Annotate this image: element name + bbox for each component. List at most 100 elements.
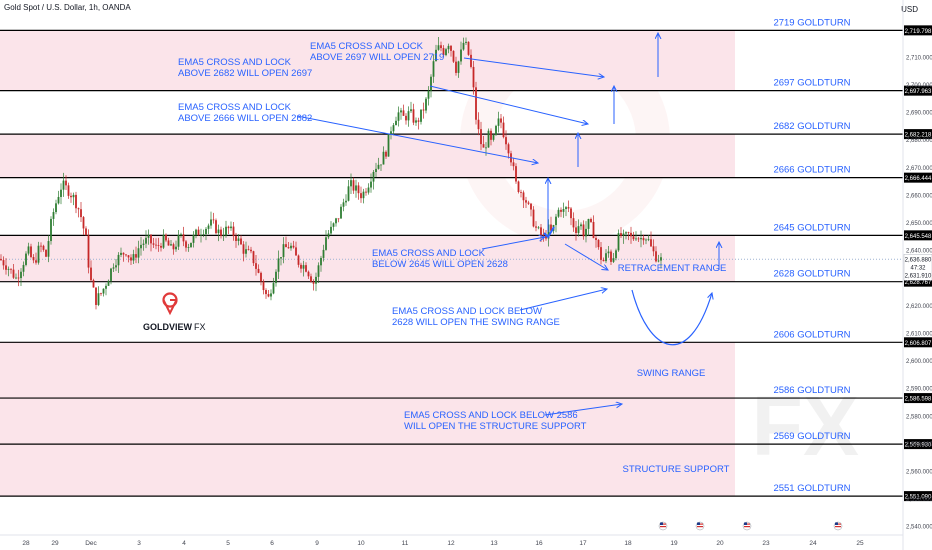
candle[interactable] [515, 163, 517, 184]
candle[interactable] [262, 279, 265, 295]
candle[interactable] [307, 270, 310, 280]
candle[interactable] [0, 254, 2, 262]
candle[interactable] [322, 244, 325, 262]
candle[interactable] [120, 247, 122, 258]
candle[interactable] [382, 146, 385, 165]
candle[interactable] [30, 243, 32, 259]
candle[interactable] [385, 150, 387, 160]
candle[interactable] [252, 250, 255, 267]
candle[interactable] [87, 229, 90, 274]
candle[interactable] [327, 229, 330, 240]
candle[interactable] [132, 249, 135, 265]
candle[interactable] [365, 187, 367, 196]
candle[interactable] [495, 124, 497, 136]
candle[interactable] [37, 241, 40, 265]
candle[interactable] [655, 246, 657, 263]
candle[interactable] [455, 56, 457, 76]
candle[interactable] [640, 230, 642, 248]
candle[interactable] [627, 231, 630, 241]
candle[interactable] [457, 60, 460, 78]
candle[interactable] [497, 111, 500, 133]
candle[interactable] [402, 104, 405, 116]
candle[interactable] [507, 142, 510, 159]
candle[interactable] [282, 237, 285, 264]
candle[interactable] [440, 41, 442, 52]
us-flag-event-icon[interactable] [742, 521, 752, 531]
candle[interactable] [652, 239, 655, 257]
candle[interactable] [42, 244, 45, 252]
candle[interactable] [77, 207, 80, 218]
candle[interactable] [360, 186, 362, 203]
candle[interactable] [437, 37, 440, 51]
candle[interactable] [447, 43, 450, 54]
candle[interactable] [525, 196, 527, 208]
candle[interactable] [355, 179, 357, 198]
candle[interactable] [122, 252, 125, 262]
candle[interactable] [95, 287, 97, 310]
candle[interactable] [227, 225, 230, 235]
candle[interactable] [290, 242, 292, 251]
candle[interactable] [330, 221, 332, 236]
candle[interactable] [420, 109, 422, 125]
candle[interactable] [205, 226, 207, 241]
candle[interactable] [82, 216, 85, 236]
candle[interactable] [247, 245, 250, 251]
candle[interactable] [15, 273, 17, 280]
candle[interactable] [612, 253, 615, 264]
candle[interactable] [475, 81, 477, 125]
candle[interactable] [70, 192, 72, 203]
candle[interactable] [597, 239, 600, 250]
candle[interactable] [537, 225, 540, 230]
candle[interactable] [22, 261, 25, 277]
candle[interactable] [242, 241, 245, 262]
candle[interactable] [445, 47, 447, 57]
candle[interactable] [617, 229, 620, 252]
candle[interactable] [57, 190, 60, 205]
candle[interactable] [130, 254, 132, 265]
candle[interactable] [240, 235, 242, 245]
candle[interactable] [100, 292, 102, 296]
candle[interactable] [105, 283, 107, 296]
candle[interactable] [35, 252, 37, 265]
candle[interactable] [47, 235, 50, 263]
candle[interactable] [97, 286, 100, 307]
candle[interactable] [635, 231, 637, 242]
candle[interactable] [152, 237, 155, 248]
candle[interactable] [275, 269, 277, 287]
candle[interactable] [452, 50, 455, 64]
candle[interactable] [582, 220, 585, 240]
candle[interactable] [500, 114, 502, 129]
candle[interactable] [27, 242, 30, 256]
candle[interactable] [575, 220, 577, 241]
candle[interactable] [297, 254, 300, 268]
candle[interactable] [72, 192, 75, 206]
candle[interactable] [212, 212, 215, 224]
candle[interactable] [160, 242, 162, 252]
candle[interactable] [562, 202, 565, 218]
candle[interactable] [520, 189, 522, 198]
candle[interactable] [17, 269, 20, 287]
price-axis[interactable]: 2,719.798 2,697.963 2,682.218 2,666.444 2,64… [902, 0, 932, 550]
candle[interactable] [117, 252, 120, 273]
candle[interactable] [650, 231, 652, 248]
candle[interactable] [182, 226, 185, 247]
candle[interactable] [572, 212, 575, 232]
candle[interactable] [345, 194, 347, 206]
candle[interactable] [102, 288, 105, 297]
candle[interactable] [577, 219, 580, 237]
candle[interactable] [450, 45, 452, 57]
candle[interactable] [427, 86, 430, 106]
candle[interactable] [185, 240, 187, 252]
candle[interactable] [25, 251, 27, 267]
candle[interactable] [10, 268, 12, 274]
candle[interactable] [467, 41, 470, 56]
candle[interactable] [610, 249, 612, 265]
economic-event-flags[interactable] [658, 521, 843, 531]
candle[interactable] [465, 37, 467, 45]
candle[interactable] [480, 121, 482, 151]
candle[interactable] [615, 248, 617, 261]
candle[interactable] [187, 243, 190, 252]
candle[interactable] [637, 236, 640, 242]
candle[interactable] [305, 262, 307, 273]
